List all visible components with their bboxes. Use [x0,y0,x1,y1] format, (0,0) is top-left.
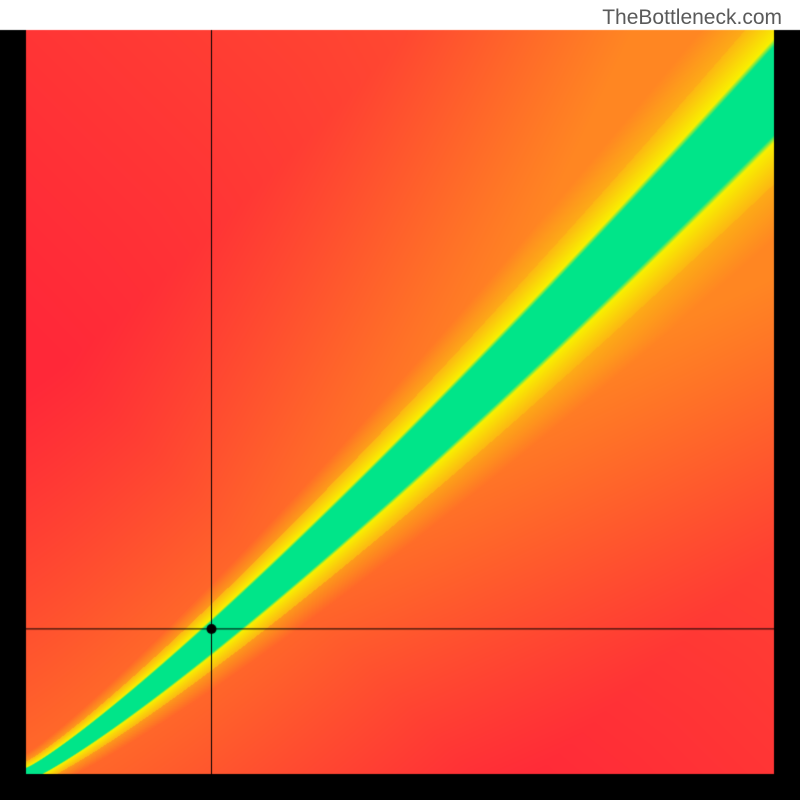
heatmap-canvas [0,0,800,800]
watermark-text: TheBottleneck.com [602,6,782,30]
chart-container: TheBottleneck.com [0,0,800,800]
